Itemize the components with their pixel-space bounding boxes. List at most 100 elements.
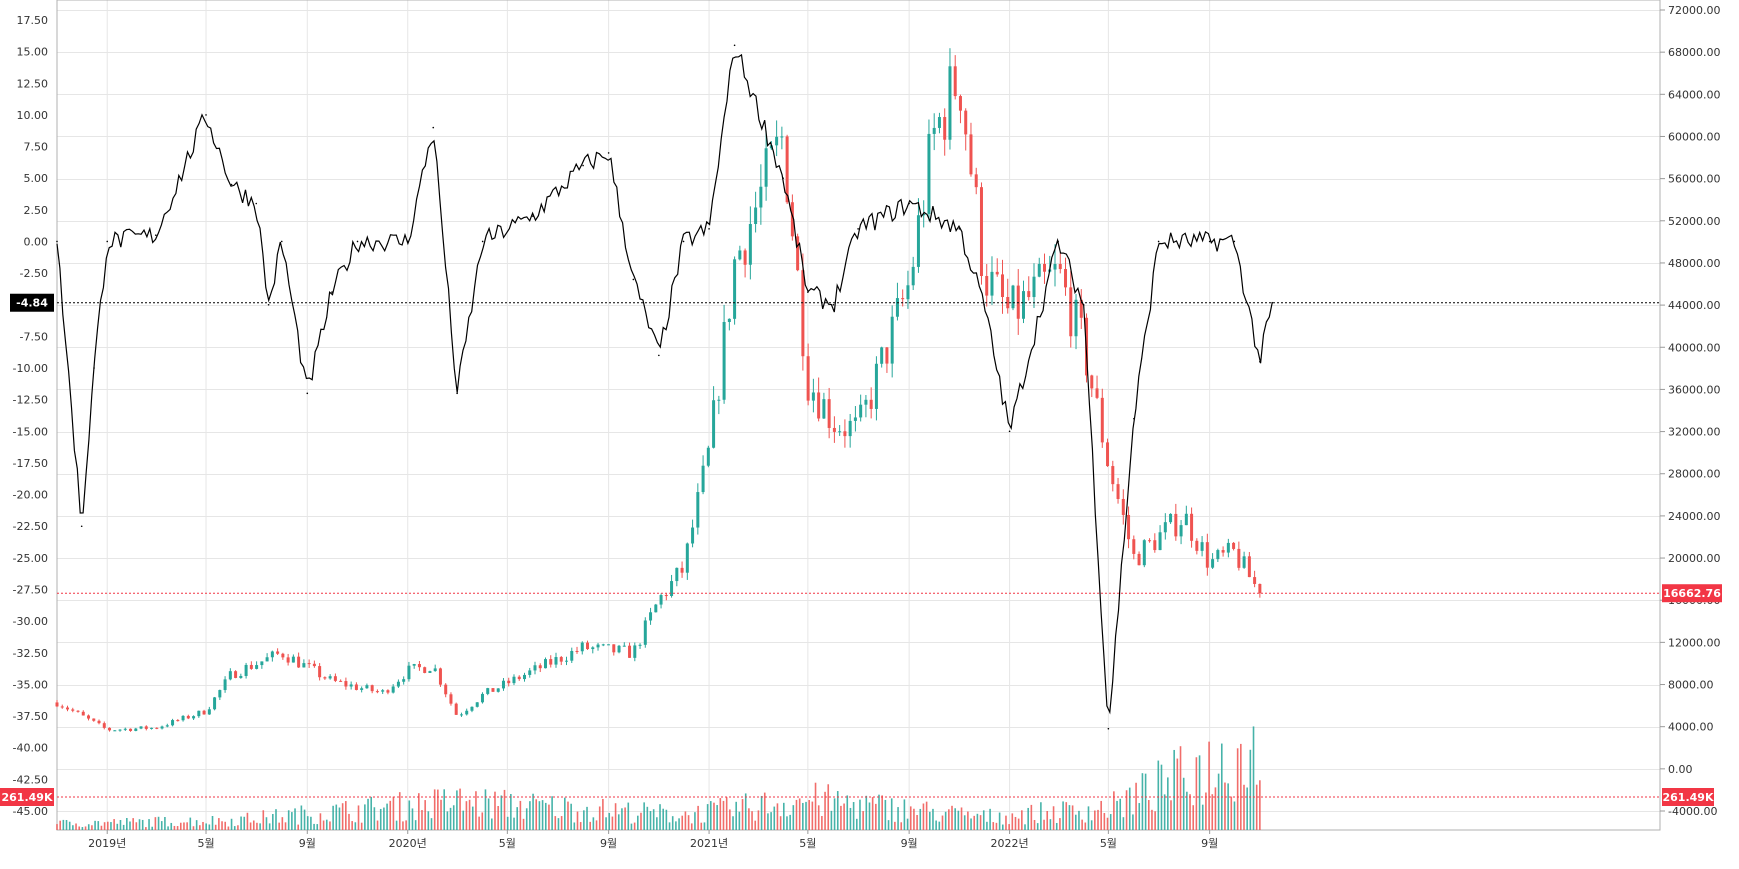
- price-candle: [249, 664, 253, 669]
- volume-bar: [272, 814, 274, 830]
- volume-bar: [722, 800, 725, 830]
- volume-bar: [843, 803, 845, 830]
- volume-bar: [865, 795, 868, 830]
- volume-bar: [418, 793, 420, 830]
- price-candle: [586, 642, 590, 650]
- volume-bar: [627, 802, 630, 830]
- price-candle: [1027, 291, 1031, 298]
- volume-bar: [1125, 790, 1128, 830]
- volume-bar: [306, 816, 309, 830]
- volume-bar: [167, 826, 169, 830]
- price-candle: [522, 674, 526, 680]
- volume-bar: [954, 808, 956, 830]
- volume-bar: [62, 819, 65, 830]
- volume-bar: [135, 822, 138, 830]
- oscillator-point: [80, 525, 83, 528]
- volume-bar: [878, 794, 880, 830]
- volume-bar: [849, 807, 852, 830]
- volume-bar: [449, 807, 452, 830]
- volume-bar: [548, 804, 550, 830]
- price-candle: [937, 117, 941, 128]
- price-candle: [265, 657, 269, 662]
- right-axis-tick-label: -4000.00: [1668, 805, 1717, 818]
- volume-bar: [668, 822, 671, 830]
- volume-bar: [316, 824, 319, 830]
- volume-bar: [703, 822, 706, 830]
- price-candle: [76, 710, 80, 712]
- volume-bar: [802, 802, 804, 830]
- volume-bar: [713, 802, 715, 830]
- price-candle: [691, 527, 695, 544]
- grid-lines: [56, 0, 1661, 831]
- volume-bar: [687, 815, 690, 830]
- right-axis-tick-label: 24000.00: [1668, 510, 1721, 523]
- volume-bar: [976, 813, 979, 830]
- oscillator-point: [267, 303, 270, 306]
- right-axis-tick-label: 44000.00: [1668, 299, 1721, 312]
- price-candle: [1148, 540, 1152, 542]
- volume-bar: [506, 816, 509, 830]
- left-axis-tick-label: 10.00: [17, 109, 49, 122]
- volume-bar: [605, 817, 607, 830]
- volume-bar: [1243, 784, 1245, 830]
- volume-bar: [906, 818, 909, 830]
- price-candle: [1153, 540, 1157, 551]
- price-candle: [533, 665, 537, 671]
- volume-bar: [710, 801, 712, 830]
- volume-bar: [875, 803, 877, 830]
- volume-bar: [633, 822, 636, 830]
- volume-bar: [773, 806, 776, 830]
- volume-bar: [529, 801, 531, 830]
- volume-bar: [751, 811, 753, 830]
- price-candle: [958, 96, 962, 111]
- volume-bar: [700, 822, 703, 830]
- oscillator-point: [658, 354, 660, 357]
- oscillator-point: [682, 240, 685, 243]
- volume-bar: [1040, 802, 1042, 830]
- volume-bar: [1008, 824, 1010, 830]
- volume-bar: [411, 808, 414, 830]
- volume-bar: [1240, 743, 1242, 830]
- volume-bar: [871, 797, 874, 830]
- price-candle: [764, 148, 768, 187]
- price-candle: [1121, 498, 1125, 515]
- price-candle: [601, 644, 605, 646]
- volume-bar: [78, 826, 81, 830]
- price-candle: [696, 492, 700, 528]
- oscillator-point: [1157, 240, 1160, 243]
- oscillator-point: [1133, 417, 1135, 420]
- left-axis-tick-label: -42.50: [13, 773, 48, 786]
- volume-bar: [132, 818, 134, 830]
- price-candle: [386, 690, 390, 693]
- volume-bar: [468, 799, 471, 830]
- price-candle: [339, 680, 343, 682]
- price-candle: [344, 681, 348, 687]
- volume-bar: [475, 791, 477, 830]
- price-candle: [801, 270, 805, 357]
- volume-bar: [1236, 748, 1239, 830]
- volume-bar: [497, 805, 499, 830]
- volume-bar: [754, 820, 757, 830]
- price-candle: [66, 707, 70, 710]
- price-candle: [853, 417, 857, 421]
- oscillator-point: [456, 392, 458, 395]
- price-candle: [953, 66, 957, 97]
- plot-border: [56, 0, 1661, 831]
- volume-bar: [252, 820, 255, 830]
- price-candle: [580, 642, 584, 652]
- volume-bar: [795, 799, 798, 830]
- volume-bar: [1151, 809, 1153, 830]
- volume-bar: [249, 822, 252, 830]
- volume-bar: [471, 806, 474, 830]
- price-candle: [291, 656, 295, 663]
- price-candle: [1247, 556, 1251, 578]
- volume-bar: [325, 819, 328, 830]
- price-candle: [255, 665, 259, 669]
- oscillator-point: [1233, 240, 1236, 243]
- price-candle: [276, 651, 280, 654]
- volume-bar: [532, 793, 534, 830]
- price-candle: [622, 645, 626, 647]
- volume-bar: [586, 806, 588, 830]
- volume-bar: [694, 812, 696, 830]
